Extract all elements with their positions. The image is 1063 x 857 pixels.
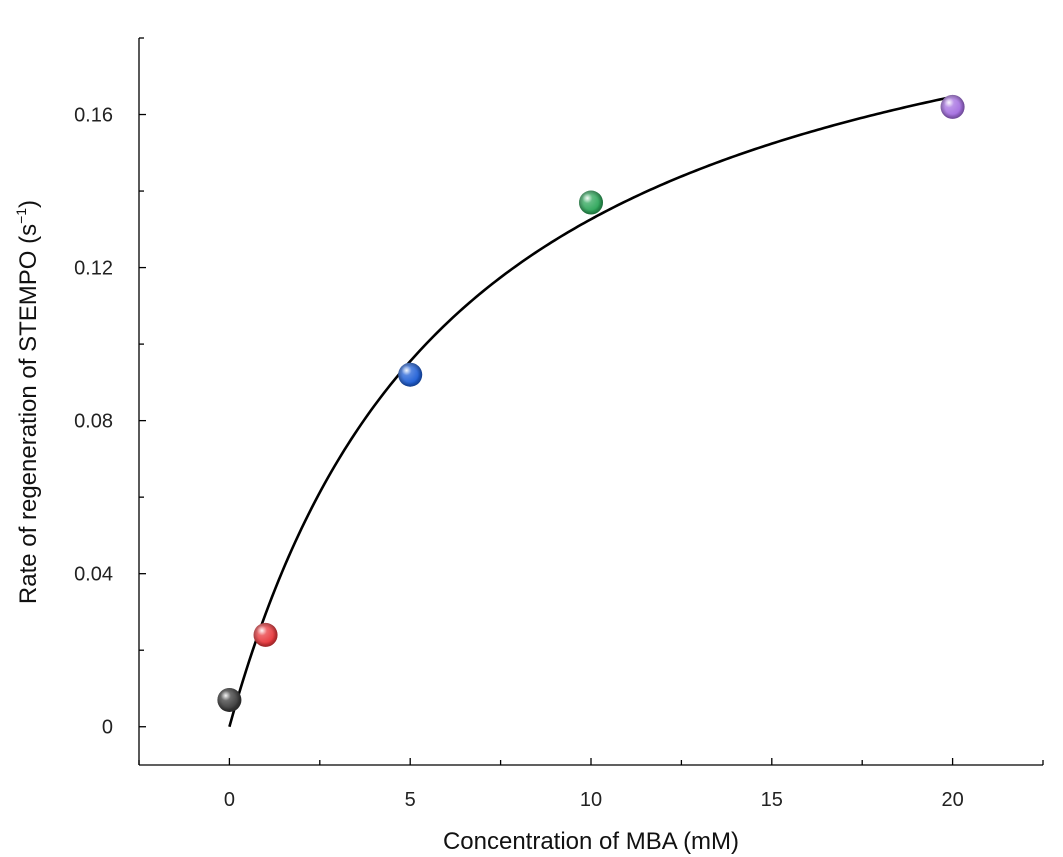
x-tick-label: 0 xyxy=(224,789,235,811)
y-tick-label: 0.04 xyxy=(74,564,113,586)
x-tick-label: 5 xyxy=(405,789,416,811)
axes: 0 0.04 0.08 0.12 0.16 0 5 10 15 20 xyxy=(74,37,1044,811)
y-tick-label: 0.12 xyxy=(74,258,113,280)
data-point xyxy=(940,94,965,119)
y-tick-label: 0.16 xyxy=(74,105,113,127)
data-point xyxy=(579,190,603,215)
data-points xyxy=(217,94,965,712)
data-point xyxy=(217,687,242,712)
y-axis-title-close: ) xyxy=(15,200,42,208)
fit-curve-layer xyxy=(228,95,953,728)
y-tick-label: 0.08 xyxy=(74,411,113,433)
y-axis-title-main: Rate of regeneration of STEMPO (s xyxy=(15,224,42,604)
x-tick-label: 20 xyxy=(941,789,963,811)
x-axis-title: Concentration of MBA (mM) xyxy=(443,828,739,855)
y-tick-label: 0 xyxy=(102,717,113,739)
fit-curve xyxy=(228,95,953,728)
x-tick-label: 10 xyxy=(580,789,602,811)
x-tick-label: 15 xyxy=(761,789,783,811)
data-point xyxy=(253,622,278,647)
y-axis-title-superscript: −1 xyxy=(13,208,29,224)
y-axis-title: Rate of regeneration of STEMPO (s−1) xyxy=(13,200,42,604)
data-point xyxy=(398,362,423,387)
